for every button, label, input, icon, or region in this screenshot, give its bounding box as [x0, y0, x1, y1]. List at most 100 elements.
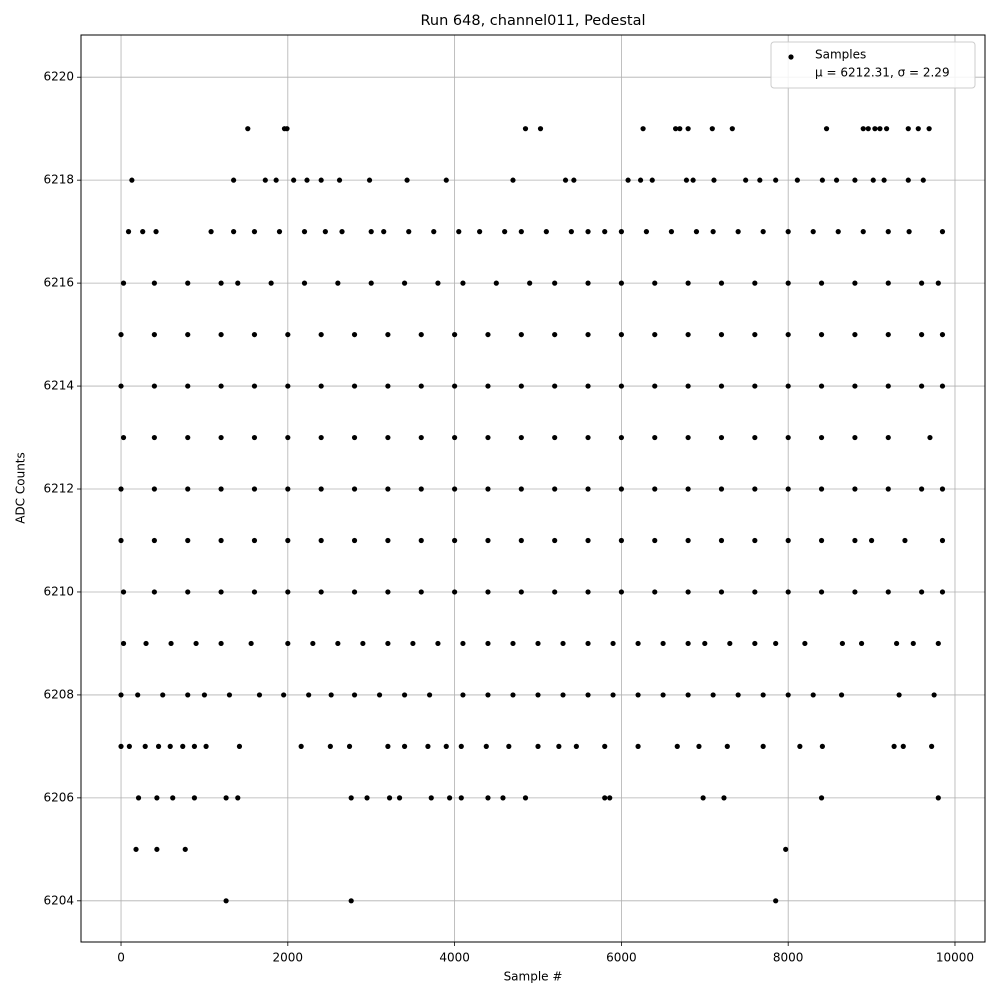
point — [201, 692, 208, 698]
point — [460, 280, 466, 286]
point — [552, 434, 558, 441]
point — [721, 795, 727, 801]
point — [618, 537, 624, 544]
point — [418, 331, 424, 338]
point — [885, 589, 891, 595]
point — [819, 177, 825, 183]
chart-title: Run 648, channel011, Pedestal — [420, 13, 645, 29]
point — [883, 126, 890, 132]
point — [585, 383, 591, 389]
point — [585, 589, 591, 595]
point — [218, 537, 224, 544]
point — [385, 537, 391, 544]
point — [693, 229, 700, 235]
point — [752, 383, 758, 389]
point — [885, 280, 891, 286]
point — [760, 743, 766, 749]
point — [118, 486, 124, 492]
point — [191, 795, 198, 801]
point — [236, 743, 243, 749]
point — [404, 177, 410, 183]
point — [285, 640, 291, 647]
point — [870, 177, 876, 183]
point — [185, 692, 191, 698]
y-tick-label: 6212 — [43, 482, 74, 496]
point — [447, 795, 453, 801]
point — [660, 692, 666, 698]
point — [366, 177, 373, 183]
point — [660, 640, 666, 647]
point — [652, 383, 658, 389]
point — [852, 177, 858, 183]
point — [360, 640, 366, 647]
point — [823, 126, 830, 132]
point — [443, 177, 449, 183]
point — [702, 640, 708, 647]
point — [718, 331, 725, 338]
y-tick-label: 6204 — [43, 893, 74, 907]
point — [635, 692, 641, 698]
legend-label: Samples — [815, 48, 866, 62]
point — [833, 177, 840, 183]
point — [711, 177, 717, 183]
point — [335, 280, 341, 286]
point — [485, 640, 491, 647]
point — [185, 280, 191, 286]
point — [752, 640, 758, 647]
point — [351, 383, 358, 389]
point — [535, 692, 541, 698]
point — [135, 795, 142, 801]
point — [939, 383, 946, 389]
point — [618, 589, 624, 595]
point — [318, 331, 324, 338]
point — [785, 331, 791, 338]
point — [406, 229, 412, 235]
point — [818, 280, 825, 286]
point — [718, 383, 725, 389]
y-tick-label: 6216 — [43, 276, 74, 290]
point — [585, 692, 591, 698]
point — [718, 280, 725, 286]
point — [435, 280, 441, 286]
point — [935, 795, 941, 801]
point — [794, 177, 800, 183]
point — [327, 743, 333, 749]
point — [618, 383, 624, 389]
point — [458, 743, 464, 749]
point — [351, 486, 358, 492]
point — [418, 486, 424, 492]
point — [376, 692, 383, 698]
point — [291, 177, 297, 183]
point — [452, 383, 458, 389]
point — [939, 589, 946, 595]
point — [248, 640, 254, 647]
point — [256, 692, 263, 698]
point — [560, 640, 566, 647]
point — [602, 229, 608, 235]
point — [401, 743, 408, 749]
point — [485, 486, 491, 492]
point — [785, 537, 791, 544]
point — [618, 229, 624, 235]
point — [118, 692, 124, 698]
point — [235, 280, 241, 286]
point — [752, 331, 758, 338]
point — [191, 743, 198, 749]
point — [351, 434, 358, 441]
point — [510, 640, 516, 647]
point — [571, 177, 577, 183]
point — [865, 126, 871, 132]
point — [140, 229, 146, 235]
point — [304, 177, 310, 183]
point — [877, 126, 883, 132]
point — [785, 434, 791, 441]
point — [724, 743, 730, 749]
point — [298, 743, 304, 749]
y-tick-label: 6206 — [43, 790, 74, 804]
point — [485, 795, 491, 801]
point — [929, 743, 935, 749]
point — [151, 537, 157, 544]
point — [818, 486, 825, 492]
point — [685, 640, 691, 647]
point — [643, 229, 650, 235]
